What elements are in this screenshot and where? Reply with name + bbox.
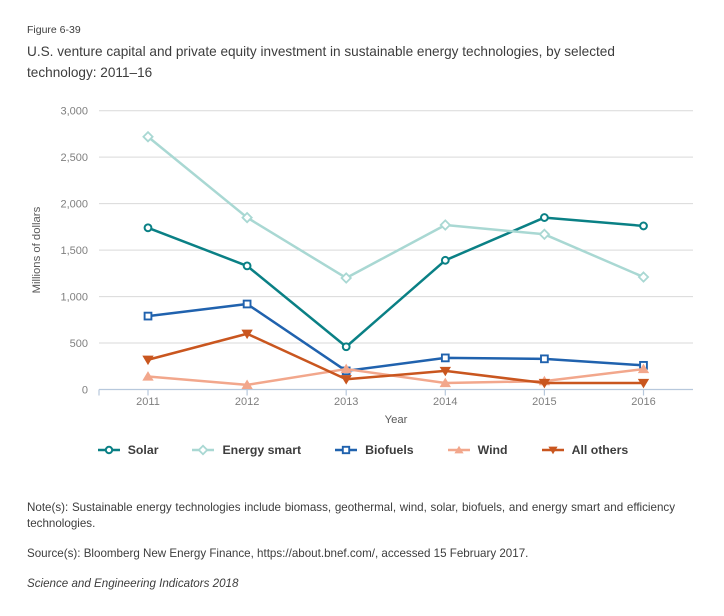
data-point-energy-smart [637,271,650,283]
chart-legend: Solar Energy smart Biofuels Wind All others [0,443,724,457]
series-line-energy-smart [147,135,644,280]
series-line-solar [147,216,644,349]
legend-label-biofuels: Biofuels [365,443,414,457]
x-tick-label: 2012 [235,396,259,408]
data-point-biofuels [242,299,252,309]
legend-marker-all-others-icon [541,446,564,455]
data-point-all-others [637,378,650,389]
data-point-energy-smart [538,228,551,241]
data-point-solar [242,261,252,271]
credit-text: Science and Engineering Indicators 2018 [27,577,239,590]
data-point-solar [143,223,153,233]
data-point-wind [637,363,650,374]
y-axis-title: Millions of dollars [31,206,43,293]
y-tick-label: 0 [82,385,88,397]
data-point-energy-smart [340,272,353,284]
data-point-wind [142,371,154,381]
series-line-biofuels [147,302,644,373]
data-point-solar [540,213,549,222]
data-point-all-others [340,375,352,385]
legend-marker-wind-icon [447,445,470,454]
data-point-solar [341,342,351,352]
x-tick-label: 2016 [631,396,655,408]
legend-label-solar: Solar [127,443,159,457]
line-chart: 0 500 1,000 1,500 2,000 2,500 3,000 2011 2012 201… [31,106,693,426]
data-point-wind [241,379,253,389]
legend-label-energy-smart: Energy smart [222,443,302,457]
data-point-biofuels [540,354,549,364]
figure-title: U.S. venture capital and private equity … [27,44,615,80]
series-line-all-others [147,332,644,385]
data-point-all-others [241,329,253,340]
legend-label-all-others: All others [571,443,629,457]
legend-marker-biofuels-icon [335,445,358,455]
legend-item-biofuels: Biofuels [333,443,414,457]
y-tick-label: 3,000 [60,106,88,118]
data-point-all-others [439,366,451,377]
legend-marker-solar-icon [97,445,120,455]
data-point-all-others [538,378,551,389]
data-point-solar [639,221,648,231]
data-point-wind [340,363,352,374]
legend-item-all-others: All others [540,443,629,457]
note-text: Note(s): Sustainable energy technologies… [27,501,675,530]
data-point-energy-smart [241,211,253,224]
legend-item-wind: Wind [446,443,508,457]
y-tick-label: 500 [70,338,88,350]
legend-item-solar: Solar [96,443,159,457]
legend-label-wind: Wind [477,443,508,457]
y-tick-label: 1,000 [60,292,88,304]
data-point-wind [439,377,451,388]
data-point-solar [440,255,450,265]
data-point-biofuels [143,311,153,321]
data-point-energy-smart [142,130,154,143]
legend-marker-energy-smart-icon [192,444,215,456]
x-tick-label: 2015 [532,396,556,408]
x-axis-title: Year [385,414,408,426]
data-point-biofuels [440,353,450,363]
y-tick-label: 1,500 [60,245,88,257]
x-tick-label: 2011 [136,396,160,408]
y-tick-label: 2,000 [60,199,88,211]
data-point-energy-smart [439,219,452,231]
source-text: Source(s): Bloomberg New Energy Finance,… [27,547,529,560]
x-tick-label: 2014 [433,396,457,408]
x-tick-label: 2013 [334,396,358,408]
figure-label: Figure 6-39 [27,24,81,36]
y-tick-label: 2,500 [60,152,88,164]
legend-item-energy-smart: Energy smart [190,443,301,457]
data-point-all-others [142,355,154,366]
